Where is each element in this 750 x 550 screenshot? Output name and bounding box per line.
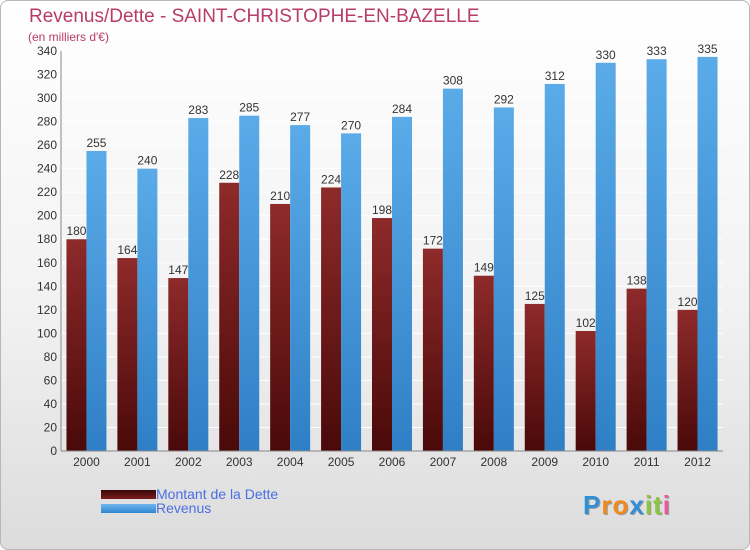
data-label-dette-2002: 147 (168, 263, 188, 277)
x-tick-label-2010: 2010 (582, 455, 609, 469)
bar-revenus-2010 (595, 62, 616, 451)
y-tick-label-120: 120 (37, 303, 57, 317)
y-tick-label-20: 20 (44, 420, 58, 434)
logo-letter-6: i (662, 490, 671, 520)
chart-subtitle: (en milliers d'€) (28, 30, 109, 44)
logo-letter-5: t (653, 490, 663, 520)
y-tick-label-280: 280 (37, 115, 57, 129)
y-tick-label-80: 80 (44, 350, 58, 364)
data-label-dette-2010: 102 (576, 316, 596, 330)
data-label-revenus-2002: 283 (188, 103, 208, 117)
x-tick-label-2004: 2004 (277, 455, 304, 469)
logo-letter-3: x (629, 490, 645, 520)
y-tick-label-340: 340 (37, 44, 57, 58)
data-label-dette-2008: 149 (474, 261, 494, 275)
data-label-revenus-2005: 270 (341, 118, 361, 132)
logo-letter-2: o (612, 490, 630, 520)
data-label-dette-2004: 210 (270, 189, 290, 203)
x-tick-label-2009: 2009 (531, 455, 558, 469)
bar-dette-2011 (626, 288, 647, 451)
bar-revenus-2001 (137, 168, 158, 451)
data-label-dette-2000: 180 (66, 224, 86, 238)
bar-revenus-2006 (392, 116, 412, 451)
y-tick-label-260: 260 (37, 138, 57, 152)
x-tick-label-2005: 2005 (328, 455, 355, 469)
bar-dette-2000 (66, 239, 87, 451)
x-tick-label-2002: 2002 (175, 455, 202, 469)
bar-dette-2012 (677, 309, 698, 451)
y-tick-label-40: 40 (44, 397, 58, 411)
bar-dette-2001 (117, 258, 138, 451)
logo-letter-1: r (601, 490, 613, 520)
bar-revenus-2000 (86, 151, 107, 451)
x-tick-label-2000: 2000 (73, 455, 100, 469)
x-tick-label-2007: 2007 (430, 455, 457, 469)
bar-revenus-2011 (646, 59, 667, 452)
data-label-revenus-2008: 292 (494, 92, 514, 106)
data-label-dette-2003: 228 (219, 168, 239, 182)
y-tick-label-100: 100 (37, 326, 57, 340)
data-label-dette-2011: 138 (627, 274, 647, 288)
bar-revenus-2008 (493, 107, 514, 452)
bar-revenus-2007 (442, 88, 463, 451)
data-label-revenus-2007: 308 (443, 74, 463, 88)
x-tick-label-2006: 2006 (379, 455, 406, 469)
legend-label-dette: Montant de la Dette (156, 486, 279, 502)
data-label-dette-2006: 198 (372, 203, 392, 217)
data-label-revenus-2012: 335 (698, 42, 718, 56)
logo-letter-0: P (583, 490, 602, 520)
legend-swatch-dette (101, 490, 156, 499)
data-label-dette-2009: 125 (525, 289, 545, 303)
data-label-revenus-2000: 255 (86, 136, 106, 150)
y-tick-label-0: 0 (50, 444, 57, 458)
y-tick-label-200: 200 (37, 209, 57, 223)
chart-title: Revenus/Dette - SAINT-CHRISTOPHE-EN-BAZE… (29, 6, 480, 27)
logo-letter-4: i (644, 490, 654, 520)
data-label-revenus-2003: 285 (239, 101, 259, 115)
x-tick-label-2003: 2003 (226, 455, 253, 469)
data-label-revenus-2001: 240 (137, 154, 157, 168)
bar-dette-2008 (473, 275, 494, 451)
legend-label-revenus: Revenus (156, 500, 212, 516)
y-tick-label-60: 60 (44, 373, 58, 387)
bar-dette-2007 (422, 248, 443, 451)
x-tick-label-2001: 2001 (124, 455, 151, 469)
bar-dette-2009 (524, 303, 545, 451)
data-label-revenus-2009: 312 (545, 69, 565, 83)
bar-dette-2010 (575, 331, 596, 451)
bar-revenus-2012 (697, 56, 718, 451)
data-label-revenus-2010: 330 (596, 48, 616, 62)
proxiti-logo: Proxiti (583, 490, 671, 521)
data-label-revenus-2006: 284 (392, 102, 412, 116)
bar-revenus-2004 (290, 125, 311, 451)
bar-dette-2006 (372, 218, 392, 451)
legend-swatch-revenus (101, 504, 156, 513)
y-tick-label-220: 220 (37, 185, 57, 199)
y-tick-label-160: 160 (37, 256, 57, 270)
y-tick-label-140: 140 (37, 279, 57, 293)
x-tick-label-2008: 2008 (480, 455, 507, 469)
data-label-dette-2007: 172 (423, 234, 443, 248)
data-label-dette-2012: 120 (678, 295, 698, 309)
bar-revenus-2002 (188, 118, 209, 451)
bar-revenus-2003 (239, 115, 260, 452)
data-label-dette-2001: 164 (117, 243, 137, 257)
bar-dette-2003 (219, 182, 240, 451)
bar-dette-2004 (270, 203, 291, 451)
bar-dette-2005 (321, 187, 342, 451)
x-tick-label-2012: 2012 (684, 455, 711, 469)
y-tick-label-180: 180 (37, 232, 57, 246)
y-tick-label-300: 300 (37, 91, 57, 105)
bar-dette-2002 (168, 278, 189, 451)
x-tick-label-2011: 2011 (634, 455, 660, 469)
bar-revenus-2005 (341, 133, 362, 451)
data-label-dette-2005: 224 (321, 172, 341, 186)
y-tick-label-320: 320 (37, 68, 57, 82)
data-label-revenus-2004: 277 (290, 110, 310, 124)
data-label-revenus-2011: 333 (647, 44, 667, 58)
bar-revenus-2009 (544, 83, 565, 452)
y-tick-label-240: 240 (37, 162, 57, 176)
